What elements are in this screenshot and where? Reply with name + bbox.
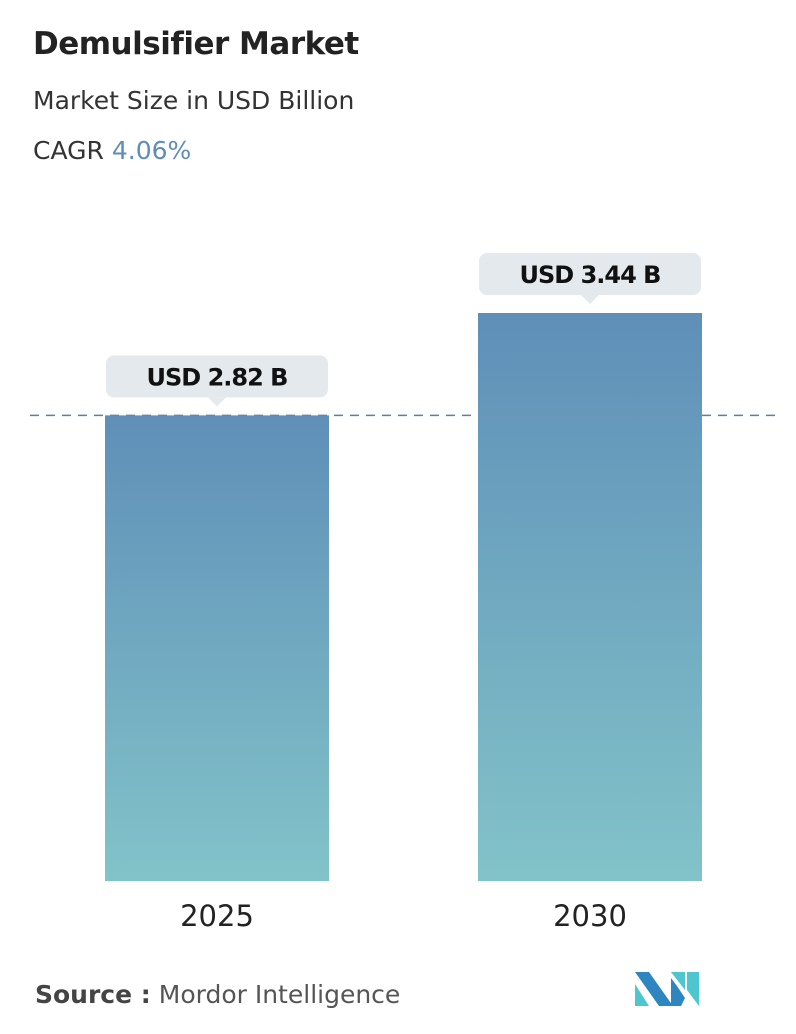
chart-title: Demulsifier Market	[33, 26, 359, 62]
data-label-pointer	[581, 295, 599, 304]
x-tick-label: 2030	[553, 899, 627, 933]
data-label: USD 3.44 B	[520, 261, 661, 289]
source-value: Mordor Intelligence	[158, 980, 401, 1009]
data-label-box	[106, 355, 328, 398]
cagr: CAGR 4.06%	[33, 136, 191, 165]
cagr-label: CAGR	[33, 136, 104, 165]
bar-2025	[105, 415, 329, 881]
data-label-pointer	[208, 397, 226, 407]
source-label: Source :	[35, 980, 151, 1009]
bar-chart: USD 2.82 B 2025 USD 3.44 B 2030	[30, 253, 782, 933]
x-tick-label: 2025	[180, 899, 254, 933]
chart-subtitle: Market Size in USD Billion	[33, 86, 355, 115]
mordor-logo-icon	[635, 972, 699, 1006]
cagr-value: 4.06%	[111, 136, 192, 165]
bar-2030	[478, 313, 702, 881]
data-label: USD 2.82 B	[147, 363, 288, 391]
data-label-box	[479, 253, 701, 295]
source: Source : Mordor Intelligence	[35, 980, 400, 1009]
